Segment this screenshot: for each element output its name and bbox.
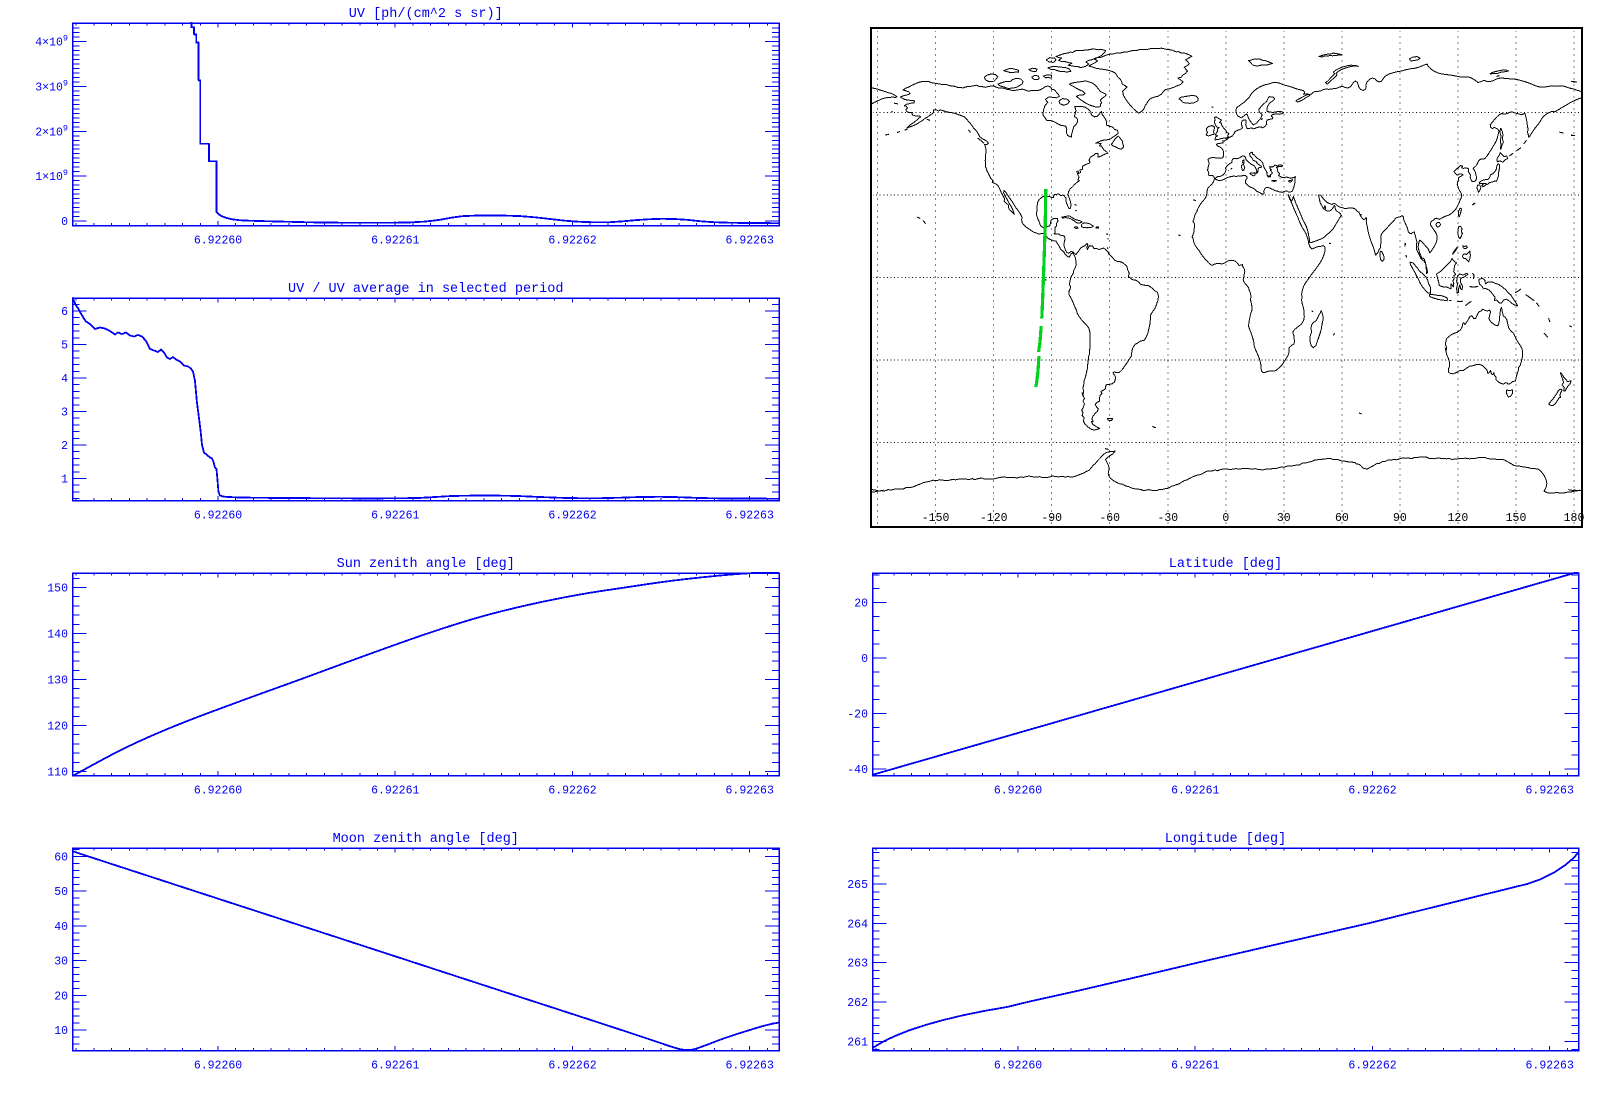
svg-text:0: 0: [1222, 512, 1229, 525]
svg-text:50: 50: [54, 886, 68, 899]
svg-text:4×109: 4×109: [35, 34, 68, 50]
svg-text:130: 130: [47, 675, 68, 688]
svg-text:6.92263: 6.92263: [726, 510, 774, 523]
svg-text:UV / UV average in selected pe: UV / UV average in selected period: [288, 282, 563, 297]
svg-text:262: 262: [847, 997, 868, 1010]
svg-text:6.92261: 6.92261: [371, 1060, 419, 1073]
svg-text:2: 2: [61, 440, 68, 453]
svg-text:20: 20: [854, 598, 868, 611]
svg-text:120: 120: [47, 721, 68, 734]
svg-text:2×109: 2×109: [35, 123, 68, 139]
svg-text:180: 180: [1564, 512, 1585, 525]
svg-text:5: 5: [61, 340, 68, 353]
svg-text:6.92263: 6.92263: [1526, 785, 1574, 798]
svg-text:6.92262: 6.92262: [548, 235, 596, 248]
svg-text:-90: -90: [1041, 512, 1062, 525]
svg-text:-120: -120: [980, 512, 1008, 525]
svg-text:6.92261: 6.92261: [371, 510, 419, 523]
svg-text:6.92262: 6.92262: [548, 1060, 596, 1073]
svg-text:3×109: 3×109: [35, 78, 68, 94]
svg-text:-60: -60: [1099, 512, 1120, 525]
svg-text:20: 20: [54, 990, 68, 1003]
svg-text:6.92262: 6.92262: [1348, 1060, 1396, 1073]
svg-text:6.92263: 6.92263: [726, 1060, 774, 1073]
svg-text:-30: -30: [1157, 512, 1178, 525]
svg-text:0: 0: [61, 216, 68, 229]
svg-text:120: 120: [1448, 512, 1469, 525]
svg-text:6.92260: 6.92260: [994, 785, 1042, 798]
svg-text:6.92260: 6.92260: [194, 235, 242, 248]
svg-text:3: 3: [61, 407, 68, 420]
svg-text:1: 1: [61, 474, 68, 487]
svg-text:Latitude [deg]: Latitude [deg]: [1169, 557, 1282, 572]
svg-text:6: 6: [61, 306, 68, 319]
svg-text:6.92262: 6.92262: [1348, 785, 1396, 798]
svg-text:UV [ph/(cm^2 s sr)]: UV [ph/(cm^2 s sr)]: [349, 7, 503, 22]
svg-text:0: 0: [861, 653, 868, 666]
svg-text:6.92263: 6.92263: [726, 785, 774, 798]
svg-text:-40: -40: [847, 764, 868, 777]
svg-text:30: 30: [1277, 512, 1291, 525]
svg-text:6.92262: 6.92262: [548, 510, 596, 523]
svg-text:6.92261: 6.92261: [1171, 785, 1219, 798]
svg-text:40: 40: [54, 921, 68, 934]
svg-text:Sun zenith angle [deg]: Sun zenith angle [deg]: [337, 557, 515, 572]
svg-text:6.92260: 6.92260: [994, 1060, 1042, 1073]
svg-text:6.92260: 6.92260: [194, 785, 242, 798]
svg-text:263: 263: [847, 958, 868, 971]
svg-text:-20: -20: [847, 709, 868, 722]
svg-text:6.92263: 6.92263: [726, 235, 774, 248]
svg-text:265: 265: [847, 879, 868, 892]
svg-text:30: 30: [54, 956, 68, 969]
svg-text:150: 150: [47, 583, 68, 596]
svg-text:264: 264: [847, 918, 868, 931]
svg-text:90: 90: [1393, 512, 1407, 525]
svg-text:Longitude [deg]: Longitude [deg]: [1165, 832, 1287, 847]
svg-text:10: 10: [54, 1025, 68, 1038]
svg-text:140: 140: [47, 629, 68, 642]
svg-text:6.92262: 6.92262: [548, 785, 596, 798]
svg-text:6.92261: 6.92261: [371, 785, 419, 798]
svg-text:6.92263: 6.92263: [1526, 1060, 1574, 1073]
svg-text:6.92261: 6.92261: [371, 235, 419, 248]
svg-text:6.92260: 6.92260: [194, 510, 242, 523]
svg-text:261: 261: [847, 1037, 868, 1050]
svg-text:60: 60: [54, 852, 68, 865]
svg-text:1×109: 1×109: [35, 168, 68, 184]
svg-text:4: 4: [61, 373, 68, 386]
svg-text:-150: -150: [922, 512, 950, 525]
svg-text:6.92261: 6.92261: [1171, 1060, 1219, 1073]
svg-text:60: 60: [1335, 512, 1349, 525]
svg-text:110: 110: [47, 767, 68, 780]
svg-text:6.92260: 6.92260: [194, 1060, 242, 1073]
svg-text:150: 150: [1506, 512, 1527, 525]
svg-text:Moon zenith angle [deg]: Moon zenith angle [deg]: [333, 832, 519, 847]
